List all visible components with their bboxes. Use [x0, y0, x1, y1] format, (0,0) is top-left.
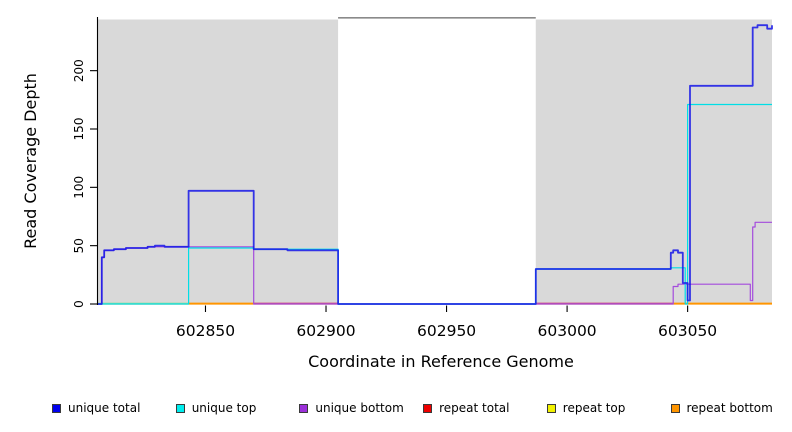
- y-tick-label: 150: [72, 118, 86, 141]
- x-tick-label: 602900: [296, 322, 355, 340]
- legend-item-unique-total: unique total: [52, 401, 140, 415]
- series-unique-total: [97, 24, 773, 305]
- y-tick-label: 50: [72, 238, 86, 253]
- series-lines: [97, 24, 773, 305]
- legend-swatch: [299, 403, 309, 413]
- x-tick-label: 603050: [658, 322, 717, 340]
- legend-label: unique total: [68, 401, 141, 415]
- y-axis-label: Read Coverage Depth: [21, 73, 40, 249]
- shaded-regions: [97, 16, 772, 304]
- legend-item-repeat-top: repeat top: [546, 401, 626, 415]
- x-tick-label: 602950: [417, 322, 476, 340]
- legend-swatch: [546, 403, 556, 413]
- axes: 0 50 100 150 200 602850 602900 602950 603000 6030…: [72, 17, 717, 340]
- masked-region: [97, 19, 339, 304]
- legend-label: repeat top: [562, 401, 626, 415]
- legend-label: unique bottom: [315, 401, 404, 415]
- legend-item-unique-top: unique top: [175, 401, 257, 415]
- legend-item-repeat-bottom: repeat bottom: [670, 401, 773, 415]
- legend-swatch: [423, 403, 433, 413]
- x-tick-label: 603000: [538, 322, 597, 340]
- y-tick-label: 200: [72, 59, 86, 82]
- legend-swatch: [670, 403, 680, 413]
- legend-label: repeat total: [439, 401, 510, 415]
- masked-region: [535, 19, 772, 304]
- legend: unique total unique top unique bottom repea…: [0, 398, 792, 424]
- y-tick-label: 0: [72, 300, 86, 308]
- legend-item-unique-bottom: unique bottom: [299, 401, 404, 415]
- x-tick-label: 602850: [176, 322, 235, 340]
- coverage-plot-svg: 0 50 100 150 200 602850 602900 602950 603000 6030…: [21, 16, 773, 371]
- y-tick-label: 100: [72, 176, 86, 199]
- legend-swatch: [175, 403, 185, 413]
- legend-label: repeat bottom: [686, 401, 773, 415]
- legend-item-repeat-total: repeat total: [423, 401, 509, 415]
- x-axis-label: Coordinate in Reference Genome: [308, 352, 574, 371]
- legend-swatch: [52, 403, 61, 413]
- legend-label: unique top: [191, 401, 257, 415]
